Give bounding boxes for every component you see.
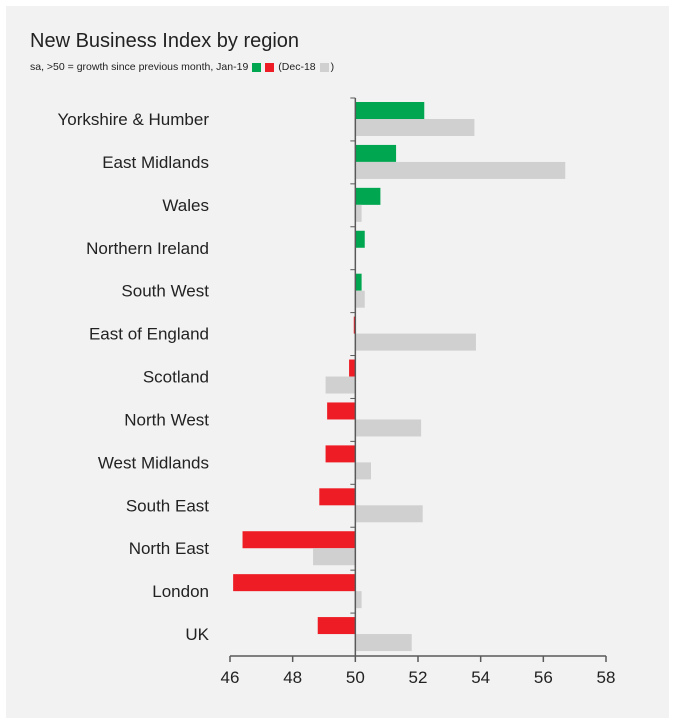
category-label: North West — [124, 410, 209, 429]
category-label: UK — [185, 625, 209, 644]
legend-swatch-decline — [265, 62, 275, 72]
category-label: North East — [129, 539, 210, 558]
bar-dec18-wales — [355, 204, 362, 222]
bar-dec18-south-east — [355, 505, 423, 523]
category-label: East Midlands — [102, 153, 209, 172]
legend-swatch-previous — [319, 62, 329, 72]
category-label: East of England — [89, 325, 209, 344]
bar-dec18-london — [355, 591, 362, 609]
chart-panel — [6, 6, 669, 718]
bar-jan19-north-east — [242, 531, 356, 549]
bar-jan19-south-west — [355, 273, 362, 291]
bar-jan19-scotland — [349, 359, 356, 377]
x-tick-label: 56 — [534, 668, 553, 687]
x-tick-label: 46 — [221, 668, 240, 687]
category-label: Yorkshire & Humber — [58, 110, 210, 129]
subtitle-prev-close: ) — [330, 61, 335, 73]
bar-dec18-east-of-england — [355, 333, 476, 351]
subtitle-text: sa, >50 = growth since previous month, J… — [30, 61, 249, 73]
bar-dec18-north-west — [355, 419, 422, 437]
category-label: South West — [121, 282, 209, 301]
bar-jan19-northern-ireland — [355, 230, 365, 248]
category-label: Scotland — [143, 368, 209, 387]
category-label: South East — [126, 496, 209, 515]
bar-dec18-north-east — [313, 548, 356, 566]
category-label: Wales — [162, 196, 209, 215]
legend-swatch-growth — [252, 62, 262, 72]
bar-jan19-south-east — [319, 488, 356, 506]
x-tick-label: 54 — [471, 668, 490, 687]
subtitle-prev-open: (Dec-18 — [278, 61, 316, 73]
x-tick-label: 50 — [346, 668, 365, 687]
bar-dec18-south-west — [355, 290, 365, 308]
bar-jan19-yorkshire-humber — [355, 102, 425, 119]
x-tick-label: 52 — [409, 668, 428, 687]
bar-jan19-north-west — [327, 402, 356, 420]
bar-jan19-uk — [317, 617, 356, 635]
bar-jan19-east-midlands — [355, 144, 397, 162]
chart-subtitle: sa, >50 = growth since previous month, J… — [30, 61, 334, 73]
category-label: London — [152, 582, 209, 601]
bar-jan19-wales — [355, 187, 381, 205]
x-tick-label: 48 — [283, 668, 302, 687]
bar-dec18-scotland — [325, 376, 356, 394]
x-tick-label: 58 — [597, 668, 616, 687]
bar-dec18-uk — [355, 634, 412, 652]
bar-dec18-yorkshire-humber — [355, 119, 475, 136]
bar-dec18-east-midlands — [355, 161, 566, 179]
bar-jan19-east-of-england — [353, 316, 356, 334]
category-label: Northern Ireland — [86, 239, 209, 258]
chart-title: New Business Index by region — [30, 30, 300, 52]
bar-jan19-west-midlands — [325, 445, 356, 463]
bar-jan19-london — [233, 574, 356, 592]
bar-dec18-west-midlands — [355, 462, 371, 480]
category-label: West Midlands — [98, 453, 209, 472]
